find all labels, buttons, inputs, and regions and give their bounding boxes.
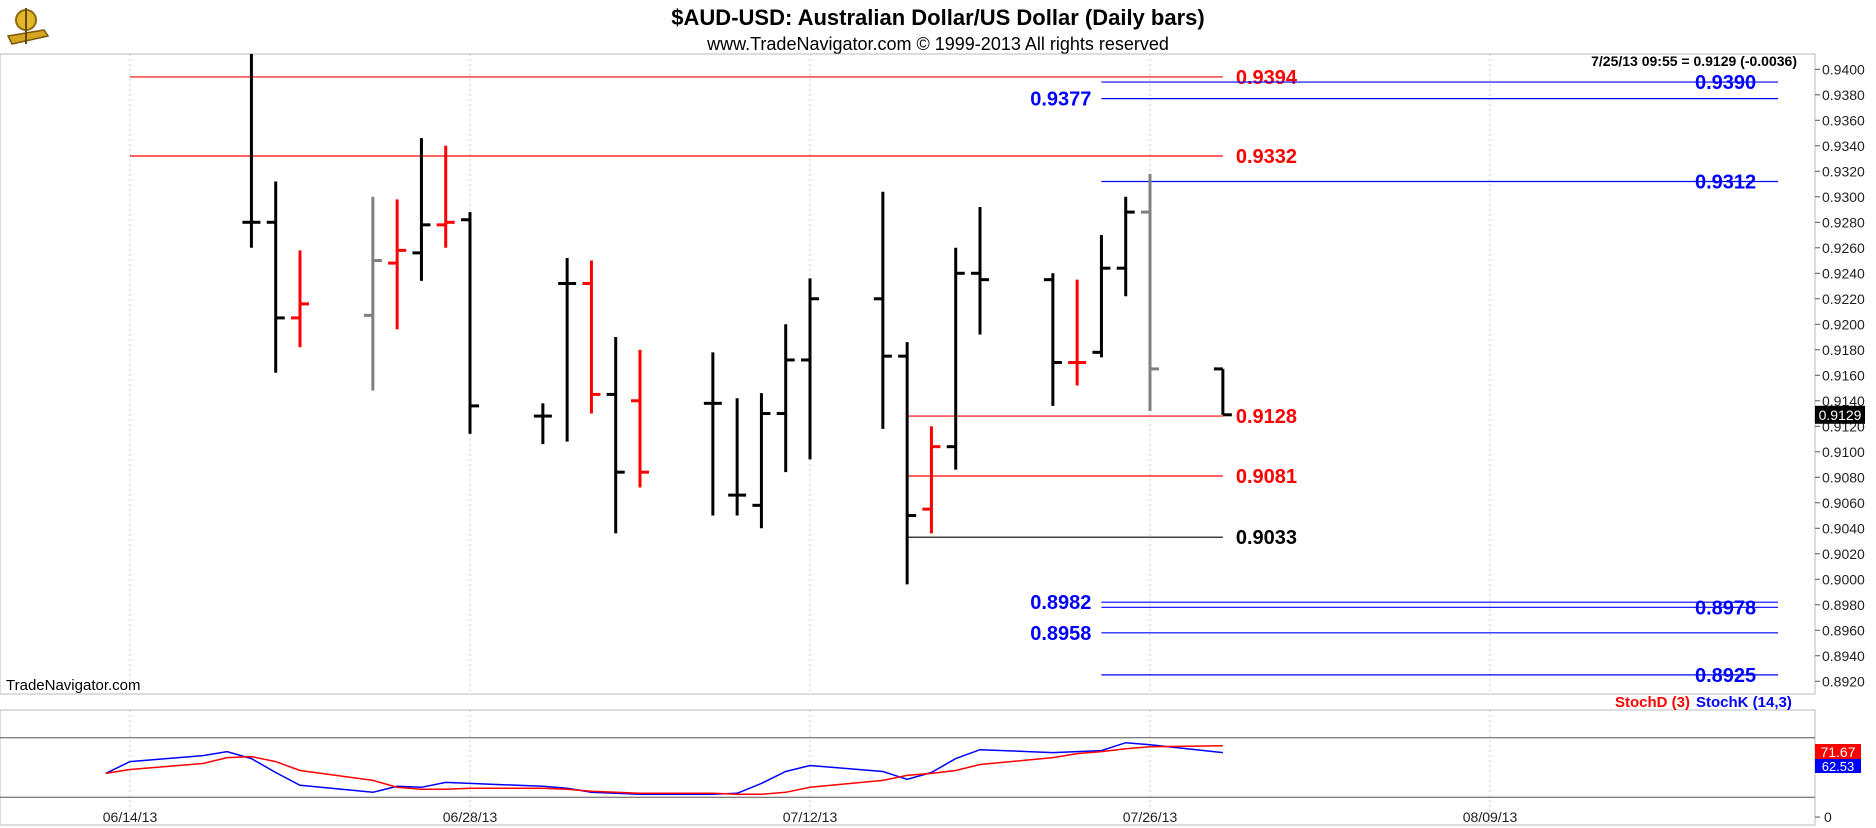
y-tick-label: 0.9160 — [1822, 367, 1865, 383]
level-label: 0.8982 — [1030, 592, 1091, 614]
y-tick-label: 0.9180 — [1822, 342, 1865, 358]
date-axis-ticks: 06/14/13 06/28/13 07/12/13 07/26/13 08/09/13 — [103, 809, 1518, 825]
x-tick-label: 07/26/13 — [1123, 809, 1178, 825]
level-label: 0.9081 — [1236, 466, 1297, 488]
watermark-text: TradeNavigator.com — [6, 677, 141, 694]
chart-subtitle: www.TradeNavigator.com © 1999-2013 All r… — [706, 34, 1169, 54]
y-tick-label: 0.9100 — [1822, 444, 1865, 460]
ohlc-bar — [266, 181, 285, 373]
quote-readout: 7/25/13 09:55 = 0.9129 (-0.0036) — [1591, 53, 1797, 69]
stochastic-value-tags: 71.67 62.53 — [1815, 744, 1861, 774]
ohlc-bar — [461, 212, 479, 434]
level-label: 0.8978 — [1695, 597, 1756, 619]
ohlc-bar — [1141, 173, 1159, 411]
ohlc-bar — [752, 393, 771, 529]
ohlc-bar — [898, 342, 917, 585]
price-axis-ticks: 0.9400 0.9380 0.9360 0.9340 0.9320 0.9300 0.92… — [1815, 61, 1865, 689]
level-label: 0.9394 — [1236, 67, 1298, 89]
ohlc-bar — [946, 247, 965, 470]
ohlc-bar — [388, 199, 407, 330]
price-plot-area — [0, 53, 1816, 695]
stochk-value-label: 62.53 — [1822, 759, 1855, 774]
y-tick-label: 0.9020 — [1822, 546, 1865, 562]
ohlc-bar — [582, 260, 601, 414]
chart-title: $AUD-USD: Australian Dollar/US Dollar (D… — [671, 5, 1204, 30]
level-label: 0.9312 — [1695, 171, 1756, 193]
stochd-value-label: 71.67 — [1820, 744, 1855, 760]
support-resistance-levels: 0.9394 0.9332 0.9128 0.9081 0.9033 0.9390 0.93… — [130, 67, 1778, 687]
ohlc-bar — [533, 403, 552, 445]
y-tick-label: 0.9400 — [1822, 61, 1865, 77]
stochastic-series-line — [105, 744, 1223, 796]
ohlc-bar — [1043, 273, 1062, 406]
y-tick-label: 0.9300 — [1822, 189, 1865, 205]
x-tick-label: 08/09/13 — [1463, 809, 1518, 825]
y-tick-label: 0.9000 — [1822, 571, 1865, 587]
y-tick-label: 0.9060 — [1822, 495, 1865, 511]
y-tick-label: 0 — [1824, 809, 1832, 825]
level-label: 0.9332 — [1236, 146, 1297, 168]
ohlc-bar — [412, 138, 431, 281]
level-label: 0.9377 — [1030, 89, 1091, 111]
stochastic-lines — [105, 741, 1223, 796]
trade-navigator-logo-icon — [4, 6, 52, 50]
last-price-tag: 0.9129 — [1815, 405, 1865, 424]
ohlc-bar — [873, 191, 892, 429]
ohlc-bar — [1116, 196, 1135, 297]
y-tick-label: 0.9240 — [1822, 265, 1865, 281]
ohlc-bar — [922, 426, 941, 534]
ohlc-bar — [291, 250, 309, 348]
level-label: 0.8925 — [1695, 665, 1756, 687]
y-tick-label: 0.8960 — [1822, 622, 1865, 638]
ohlc-bar — [1092, 235, 1111, 358]
ohlc-bar — [631, 349, 649, 488]
y-tick-label: 0.9320 — [1822, 163, 1865, 179]
y-tick-label: 0.8940 — [1822, 648, 1865, 664]
legend-stochk: StochK (14,3) — [1696, 694, 1792, 711]
level-label: 0.9128 — [1236, 406, 1297, 428]
ohlc-bar — [606, 337, 625, 534]
ohlc-bar — [436, 145, 455, 248]
stochastic-legend: StochD (3) StochK (14,3) — [1615, 694, 1792, 711]
legend-stochd: StochD (3) — [1615, 694, 1690, 711]
x-tick-label: 06/14/13 — [103, 809, 158, 825]
ohlc-bar — [801, 278, 819, 460]
ohlc-bar — [558, 257, 577, 442]
y-tick-label: 0.8920 — [1822, 673, 1865, 689]
y-tick-label: 0.9260 — [1822, 240, 1865, 256]
ohlc-bar — [728, 398, 747, 516]
level-label: 0.9033 — [1236, 527, 1297, 549]
y-tick-label: 0.9340 — [1822, 138, 1865, 154]
y-tick-label: 0.8980 — [1822, 597, 1865, 613]
ohlc-bar — [363, 196, 382, 391]
y-tick-label: 0.9380 — [1822, 87, 1865, 103]
y-tick-label: 0.9200 — [1822, 316, 1865, 332]
ohlc-bar — [971, 206, 989, 335]
price-bars — [242, 54, 1232, 585]
y-tick-label: 0.9220 — [1822, 291, 1865, 307]
ohlc-bar — [242, 54, 261, 248]
y-tick-label: 0.9080 — [1822, 469, 1865, 485]
stochastic-series-line — [105, 741, 1223, 796]
x-tick-label: 06/28/13 — [443, 809, 498, 825]
ohlc-bar — [1213, 367, 1232, 417]
ohlc-bar — [703, 352, 722, 516]
x-tick-label: 07/12/13 — [783, 809, 838, 825]
y-tick-label: 0.9280 — [1822, 214, 1865, 230]
y-tick-label: 0.9360 — [1822, 112, 1865, 128]
y-tick-label: 0.9140 — [1822, 393, 1865, 409]
stochastic-reference-lines — [0, 737, 1815, 798]
level-label: 0.9390 — [1695, 72, 1756, 94]
ohlc-bar — [1068, 279, 1087, 386]
last-price-label: 0.9129 — [1819, 407, 1862, 423]
level-label: 0.8958 — [1030, 623, 1091, 645]
ohlc-bar — [776, 324, 795, 473]
y-tick-label: 0.9040 — [1822, 520, 1865, 536]
